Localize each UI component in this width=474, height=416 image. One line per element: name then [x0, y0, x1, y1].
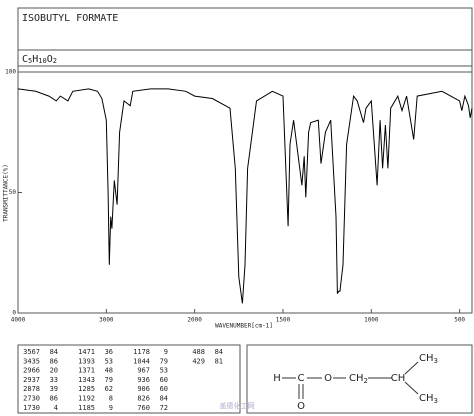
peak-wavenumber: 1730 — [23, 404, 40, 412]
peak-wavenumber: 488 — [192, 348, 205, 356]
peak-wavenumber: 1393 — [78, 357, 95, 365]
peak-transmittance: 60 — [160, 376, 168, 384]
peak-transmittance: 48 — [105, 367, 113, 375]
peak-wavenumber: 1178 — [133, 348, 150, 356]
watermark: 盖德化工网 — [220, 401, 255, 410]
peak-transmittance: 72 — [160, 404, 168, 412]
peak-transmittance: 53 — [105, 357, 113, 365]
peak-transmittance: 4 — [54, 404, 58, 412]
peak-transmittance: 79 — [160, 357, 168, 365]
atom-label: CH — [391, 373, 406, 384]
formula-subscript: 5 — [28, 57, 32, 65]
peak-transmittance: 9 — [164, 348, 168, 356]
peak-transmittance: 53 — [160, 367, 168, 375]
formula-element: H — [32, 54, 38, 65]
group-subscript: 3 — [434, 357, 438, 365]
peak-transmittance: 79 — [105, 376, 113, 384]
group-atoms: CH — [419, 393, 434, 404]
peak-wavenumber: 826 — [137, 395, 150, 403]
y-tick-label: 100 — [5, 69, 16, 76]
y-axis-label: TRANSMITTANCE(%) — [3, 164, 10, 222]
peak-transmittance: 86 — [50, 395, 58, 403]
peak-wavenumber: 2966 — [23, 367, 40, 375]
peak-transmittance: 60 — [160, 385, 168, 393]
spectrum-line — [17, 88, 473, 304]
atom-label: H — [273, 373, 281, 384]
x-axis-label: WAVENUMBER[cm-1] — [215, 323, 273, 330]
group-label: CH3 — [419, 393, 438, 405]
group-label: CH2 — [349, 373, 368, 385]
atom-label: C — [298, 373, 305, 384]
peak-transmittance: 62 — [105, 385, 113, 393]
peak-wavenumber: 3567 — [23, 348, 40, 356]
peak-wavenumber: 1371 — [78, 367, 95, 375]
y-tick-label: 50 — [9, 189, 17, 196]
x-tick-label: 3000 — [99, 317, 114, 324]
group-atoms: CH — [349, 373, 364, 384]
x-tick-label: 2000 — [187, 317, 202, 324]
peak-wavenumber: 2730 — [23, 395, 40, 403]
peak-wavenumber: 429 — [192, 357, 205, 365]
x-tick-label: 4000 — [11, 317, 26, 324]
peak-transmittance: 86 — [50, 357, 58, 365]
peak-wavenumber: 1343 — [78, 376, 95, 384]
peak-transmittance: 9 — [109, 404, 113, 412]
formula-subscript: 10 — [38, 57, 46, 65]
peak-transmittance: 33 — [50, 376, 58, 384]
peak-transmittance: 84 — [160, 395, 168, 403]
chart-title: ISOBUTYL FORMATE — [22, 13, 118, 24]
peak-transmittance: 84 — [50, 348, 58, 356]
peak-transmittance: 8 — [109, 395, 113, 403]
atom-label: O — [297, 401, 305, 412]
peak-wavenumber: 1192 — [78, 395, 95, 403]
atom-label: O — [324, 373, 332, 384]
peak-wavenumber: 2937 — [23, 376, 40, 384]
peak-wavenumber: 1044 — [133, 357, 150, 365]
peak-table-frame — [17, 344, 241, 414]
peak-transmittance: 20 — [50, 367, 58, 375]
y-tick-label: 0 — [12, 310, 16, 317]
structure-bonds — [282, 361, 419, 399]
group-subscript: 2 — [364, 377, 368, 385]
peak-wavenumber: 967 — [137, 367, 150, 375]
peak-wavenumber: 1185 — [78, 404, 95, 412]
group-subscript: 3 — [434, 397, 438, 405]
x-tick-label: 1000 — [364, 317, 379, 324]
peak-wavenumber: 906 — [137, 385, 150, 393]
x-tick-label: 1500 — [276, 317, 291, 324]
peak-wavenumber: 2878 — [23, 385, 40, 393]
peak-transmittance: 36 — [105, 348, 113, 356]
structure-frame — [246, 344, 473, 414]
group-label: CH3 — [419, 353, 438, 365]
peak-transmittance: 84 — [215, 348, 223, 356]
peak-transmittance: 81 — [215, 357, 223, 365]
peak-wavenumber: 1285 — [78, 385, 95, 393]
peak-wavenumber: 760 — [137, 404, 150, 412]
group-atoms: CH — [419, 353, 434, 364]
peak-wavenumber: 3435 — [23, 357, 40, 365]
formula-subscript: 2 — [53, 57, 57, 65]
peak-wavenumber: 936 — [137, 376, 150, 384]
peak-wavenumber: 1471 — [78, 348, 95, 356]
formula-element: C — [22, 54, 28, 65]
peak-transmittance: 39 — [50, 385, 58, 393]
formula: C5H10O2 — [22, 54, 57, 65]
x-tick-label: 500 — [454, 317, 465, 324]
formula-element: O — [47, 54, 53, 65]
